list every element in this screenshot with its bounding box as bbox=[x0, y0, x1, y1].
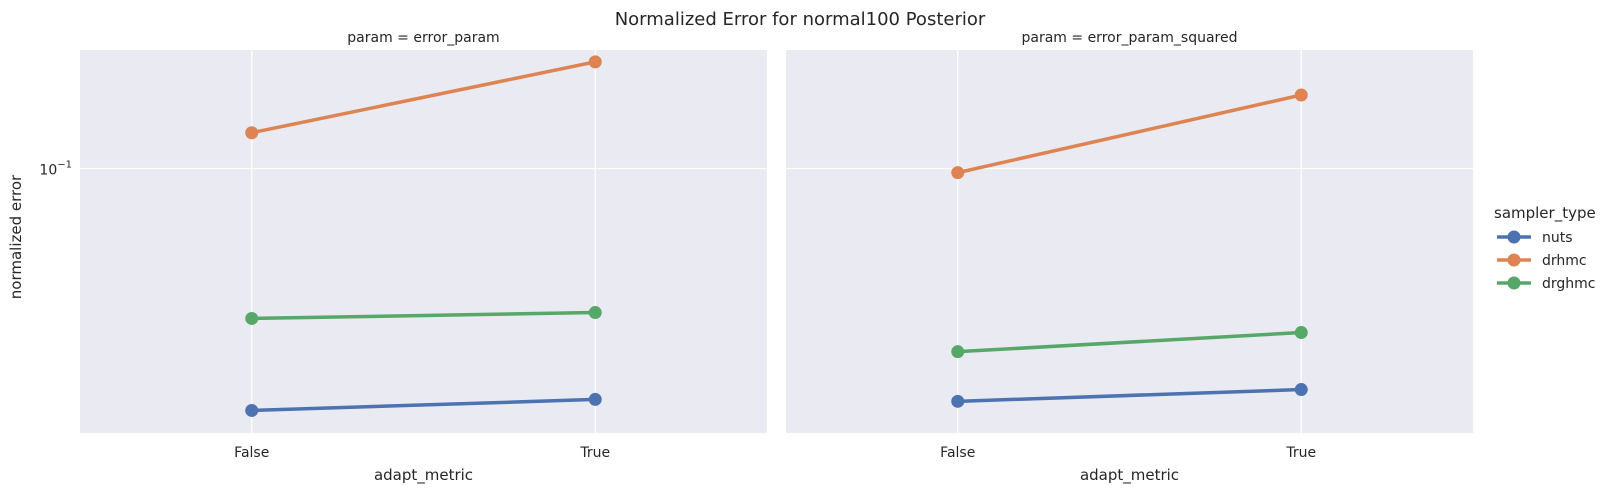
legend-entry-drghmc: drghmc bbox=[1497, 276, 1596, 292]
y-tick-label: 10−1 bbox=[39, 159, 72, 178]
data-point bbox=[1294, 88, 1308, 102]
data-point bbox=[951, 345, 965, 359]
series-line bbox=[957, 330, 1302, 354]
legend-marker bbox=[1507, 230, 1521, 244]
x-axis-label: adapt_metric bbox=[1080, 466, 1179, 485]
data-point bbox=[588, 55, 602, 69]
facet-2: param = error_param_squared False True adap… bbox=[786, 30, 1473, 485]
data-point bbox=[1294, 326, 1308, 340]
data-point bbox=[245, 311, 259, 325]
data-point bbox=[245, 403, 259, 417]
data-point bbox=[951, 166, 965, 180]
legend-entry-nuts: nuts bbox=[1497, 230, 1573, 246]
legend-marker bbox=[1507, 253, 1521, 267]
x-tick-label: False bbox=[234, 445, 269, 461]
data-point bbox=[951, 394, 965, 408]
series-line bbox=[251, 397, 596, 413]
data-point bbox=[245, 126, 259, 140]
facet-title: param = error_param_squared bbox=[1022, 30, 1238, 46]
x-axis-label: adapt_metric bbox=[374, 466, 473, 485]
data-point bbox=[1294, 383, 1308, 397]
series-line bbox=[957, 387, 1302, 404]
x-tick-label: False bbox=[940, 445, 975, 461]
legend-marker bbox=[1507, 276, 1521, 290]
facet-title: param = error_param bbox=[347, 30, 499, 46]
series-nuts bbox=[245, 392, 602, 417]
series-line bbox=[251, 310, 596, 321]
chart-title: Normalized Error for normal100 Posterior bbox=[615, 9, 986, 30]
x-tick-label: True bbox=[1285, 445, 1316, 461]
legend-title: sampler_type bbox=[1494, 204, 1596, 223]
series-drghmc bbox=[245, 306, 602, 325]
series-drghmc bbox=[951, 326, 1308, 359]
legend-label: nuts bbox=[1542, 230, 1573, 246]
facets: param = error_param False True adapt_metric… bbox=[39, 30, 1473, 485]
legend-label: drghmc bbox=[1542, 276, 1596, 292]
plot-area bbox=[80, 50, 767, 433]
facet-1: param = error_param False True adapt_metric… bbox=[39, 30, 767, 485]
series-line bbox=[251, 60, 596, 135]
y-axis-label: normalized error bbox=[7, 174, 25, 299]
series-drhmc bbox=[951, 88, 1308, 180]
legend-label: drhmc bbox=[1542, 253, 1587, 269]
plot-area bbox=[786, 50, 1473, 433]
legend-entry-drhmc: drhmc bbox=[1497, 253, 1587, 269]
series-nuts bbox=[951, 383, 1308, 408]
series-drhmc bbox=[245, 55, 602, 140]
data-point bbox=[588, 392, 602, 406]
data-point bbox=[588, 306, 602, 320]
series-line bbox=[957, 93, 1302, 175]
x-tick-label: True bbox=[579, 445, 610, 461]
